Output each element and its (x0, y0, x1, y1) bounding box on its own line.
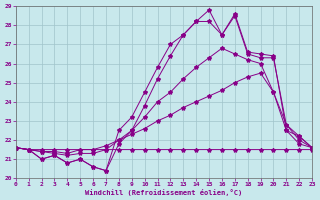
X-axis label: Windchill (Refroidissement éolien,°C): Windchill (Refroidissement éolien,°C) (85, 189, 243, 196)
